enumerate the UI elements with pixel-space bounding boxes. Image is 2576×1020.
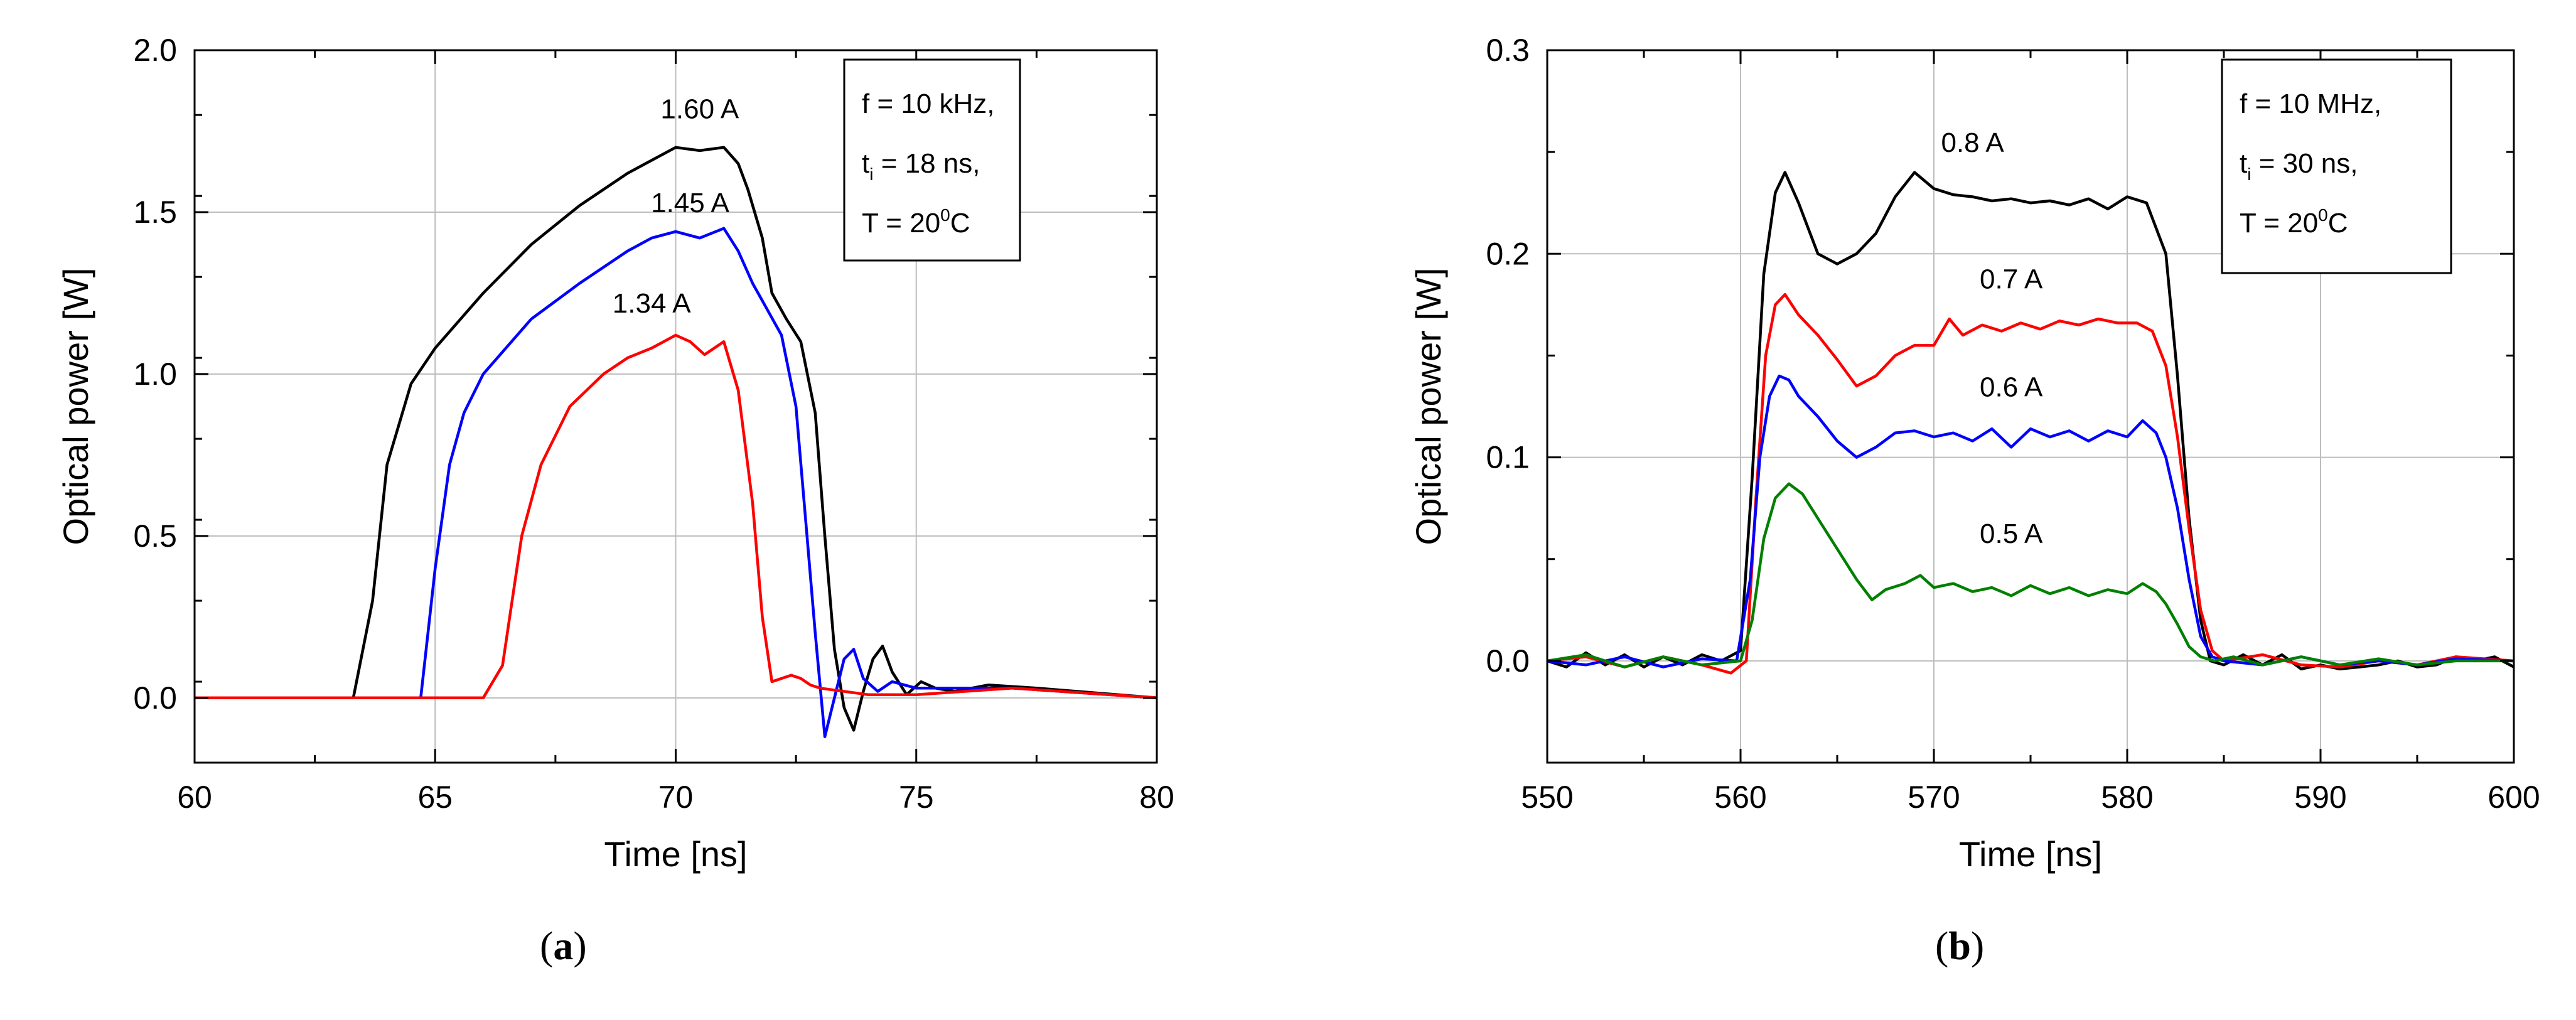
legend-text-line: ti = 30 ns, [2240,148,2358,184]
series-label: 0.7 A [1980,264,2043,294]
x-tick-label: 560 [1714,780,1766,815]
x-tick-label: 570 [1908,780,1960,815]
y-tick-label: 0.2 [1486,236,1530,271]
x-tick-label: 590 [2294,780,2346,815]
series-label: 1.34 A [613,288,691,319]
y-tick-label: 0.0 [1486,643,1530,679]
x-tick-label: 75 [899,780,934,815]
series-line-1_45A [195,227,1157,738]
series-line-0_5A [1547,482,2514,668]
x-tick-label: 60 [177,780,212,815]
panel-a-letter: a [553,923,574,968]
y-tick-label: 1.5 [133,195,177,230]
legend-text-line: ti = 18 ns, [862,148,980,184]
x-tick-label: 550 [1521,780,1573,815]
y-axis-title: Optical power [W] [56,268,95,545]
series-label: 0.5 A [1980,518,2043,549]
x-tick-label: 600 [2487,780,2540,815]
legend-text-line: f = 10 MHz, [2240,89,2381,119]
legend-text-line: T = 200C [862,205,970,239]
x-tick-label: 80 [1139,780,1174,815]
y-tick-label: 2.0 [133,33,177,68]
y-tick-label: 0.1 [1486,440,1530,475]
series-label: 1.45 A [651,188,729,218]
chart-panel-a: 1.60 A 1.45 A 1.34 A 60 65 70 75 80 0.0 0.5 1.0 1.5… [56,33,1174,874]
legend-box [2221,58,2452,274]
x-axis-title: Time [ns] [1959,834,2102,874]
panel-a-caption: (a) [540,923,587,968]
y-tick-label: 0.5 [133,518,177,554]
series-label: 0.6 A [1980,372,2043,402]
panel-b-caption: (b) [1935,923,1985,968]
legend-text-line: T = 200C [2240,205,2348,239]
x-axis-title: Time [ns] [604,834,747,874]
legend-box [843,58,1021,262]
y-tick-label: 1.0 [133,357,177,392]
chart-panel-b: 0.8 A 0.7 A 0.6 A 0.5 A 550 560 570 580 590 600 0.… [1409,33,2540,874]
series-label: 0.8 A [1941,127,2004,158]
x-tick-label: 580 [2101,780,2153,815]
y-tick-label: 0.3 [1486,33,1530,68]
y-axis-title: Optical power [W] [1409,268,1448,545]
y-tick-label: 0.0 [133,680,177,716]
legend-text-line: f = 10 kHz, [862,89,995,119]
series-label: 1.60 A [660,94,739,124]
panel-b-letter: b [1948,923,1971,968]
x-tick-label: 65 [417,780,453,815]
series-line-1_34A [195,333,1157,700]
x-tick-label: 70 [658,780,694,815]
